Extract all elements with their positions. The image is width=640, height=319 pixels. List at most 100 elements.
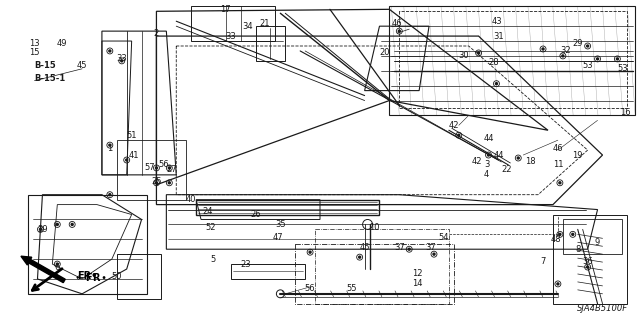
Text: 42: 42	[472, 158, 482, 167]
Text: 19: 19	[573, 151, 583, 160]
Text: $\leftarrow$FR$\bullet$: $\leftarrow$FR$\bullet$	[74, 271, 107, 283]
Text: FR•: FR•	[77, 271, 97, 281]
Circle shape	[562, 55, 564, 57]
Text: 50: 50	[111, 272, 122, 281]
Text: 16: 16	[620, 108, 630, 117]
Circle shape	[168, 182, 170, 184]
Text: 45: 45	[77, 61, 87, 70]
Circle shape	[616, 58, 618, 60]
Text: 39: 39	[38, 225, 48, 234]
Text: 26: 26	[250, 210, 261, 219]
Text: 37: 37	[394, 243, 404, 252]
Text: 27: 27	[166, 166, 177, 174]
Text: 31: 31	[493, 32, 504, 41]
Text: 41: 41	[129, 151, 139, 160]
Text: 9: 9	[595, 238, 600, 247]
Circle shape	[557, 283, 559, 285]
Text: B-15-1: B-15-1	[35, 74, 66, 83]
Text: 17: 17	[221, 5, 231, 14]
Text: 2: 2	[154, 29, 159, 38]
Circle shape	[109, 50, 111, 52]
Text: 44: 44	[483, 134, 494, 143]
Circle shape	[408, 248, 410, 250]
Text: 46: 46	[392, 19, 403, 28]
Circle shape	[309, 251, 311, 253]
Text: 48: 48	[550, 235, 561, 244]
Text: 34: 34	[243, 22, 253, 31]
Circle shape	[596, 58, 598, 60]
Text: 30: 30	[458, 51, 469, 60]
Circle shape	[358, 256, 361, 258]
Text: 32: 32	[561, 47, 571, 56]
Text: 46: 46	[552, 144, 563, 152]
Circle shape	[433, 253, 435, 255]
Circle shape	[109, 194, 111, 196]
Text: 4: 4	[484, 170, 489, 179]
Text: 37: 37	[426, 243, 436, 252]
Text: B-15: B-15	[35, 61, 56, 70]
Circle shape	[559, 234, 561, 235]
Text: 45: 45	[359, 243, 370, 252]
Text: 51: 51	[127, 131, 137, 140]
Text: 20: 20	[379, 48, 390, 57]
Text: 53: 53	[582, 61, 593, 70]
Text: 52: 52	[205, 223, 216, 232]
Circle shape	[488, 154, 490, 156]
Text: 23: 23	[241, 260, 251, 269]
Text: 24: 24	[203, 207, 213, 216]
Circle shape	[125, 159, 128, 161]
Circle shape	[587, 266, 589, 268]
Circle shape	[121, 60, 123, 62]
Circle shape	[71, 223, 73, 226]
Text: 21: 21	[259, 19, 269, 28]
FancyArrow shape	[21, 256, 65, 283]
Circle shape	[559, 182, 561, 184]
Circle shape	[477, 52, 479, 54]
Text: 5: 5	[211, 255, 216, 263]
Text: 25: 25	[151, 177, 162, 186]
Text: 42: 42	[449, 121, 459, 130]
Text: 36: 36	[582, 256, 593, 266]
Text: 47: 47	[273, 233, 284, 242]
Circle shape	[572, 234, 574, 235]
Text: 55: 55	[346, 284, 357, 293]
Circle shape	[168, 167, 170, 169]
Text: 14: 14	[412, 279, 422, 288]
Text: 40: 40	[186, 195, 196, 204]
Text: 56: 56	[158, 160, 169, 169]
Text: 10: 10	[369, 223, 380, 232]
Text: 53: 53	[617, 64, 628, 73]
Text: 22: 22	[501, 166, 511, 174]
Text: 12: 12	[412, 270, 422, 278]
Text: 18: 18	[525, 158, 536, 167]
Circle shape	[40, 228, 42, 230]
Circle shape	[156, 167, 157, 169]
Text: 13: 13	[29, 39, 40, 48]
Text: 15: 15	[29, 48, 40, 57]
Circle shape	[56, 223, 58, 226]
Text: 33: 33	[116, 54, 127, 63]
Circle shape	[587, 45, 589, 47]
Text: 29: 29	[573, 39, 583, 48]
Circle shape	[109, 144, 111, 146]
Text: 33: 33	[225, 32, 236, 41]
Text: 43: 43	[491, 17, 502, 26]
Text: 44: 44	[493, 151, 504, 160]
Text: 6: 6	[54, 263, 60, 271]
Circle shape	[458, 134, 460, 136]
Text: 11: 11	[553, 160, 563, 169]
Text: 3: 3	[484, 160, 489, 169]
Text: 8: 8	[575, 245, 580, 254]
Text: 49: 49	[57, 39, 67, 48]
Circle shape	[156, 182, 157, 184]
Text: 57: 57	[144, 163, 155, 173]
Circle shape	[495, 83, 497, 85]
Circle shape	[398, 30, 400, 32]
Text: 56: 56	[305, 284, 316, 293]
Text: 35: 35	[275, 220, 285, 229]
Text: SJA4B5100F: SJA4B5100F	[577, 304, 628, 313]
Circle shape	[56, 263, 58, 265]
Circle shape	[542, 48, 544, 50]
Circle shape	[517, 157, 519, 159]
Text: 7: 7	[540, 256, 546, 266]
